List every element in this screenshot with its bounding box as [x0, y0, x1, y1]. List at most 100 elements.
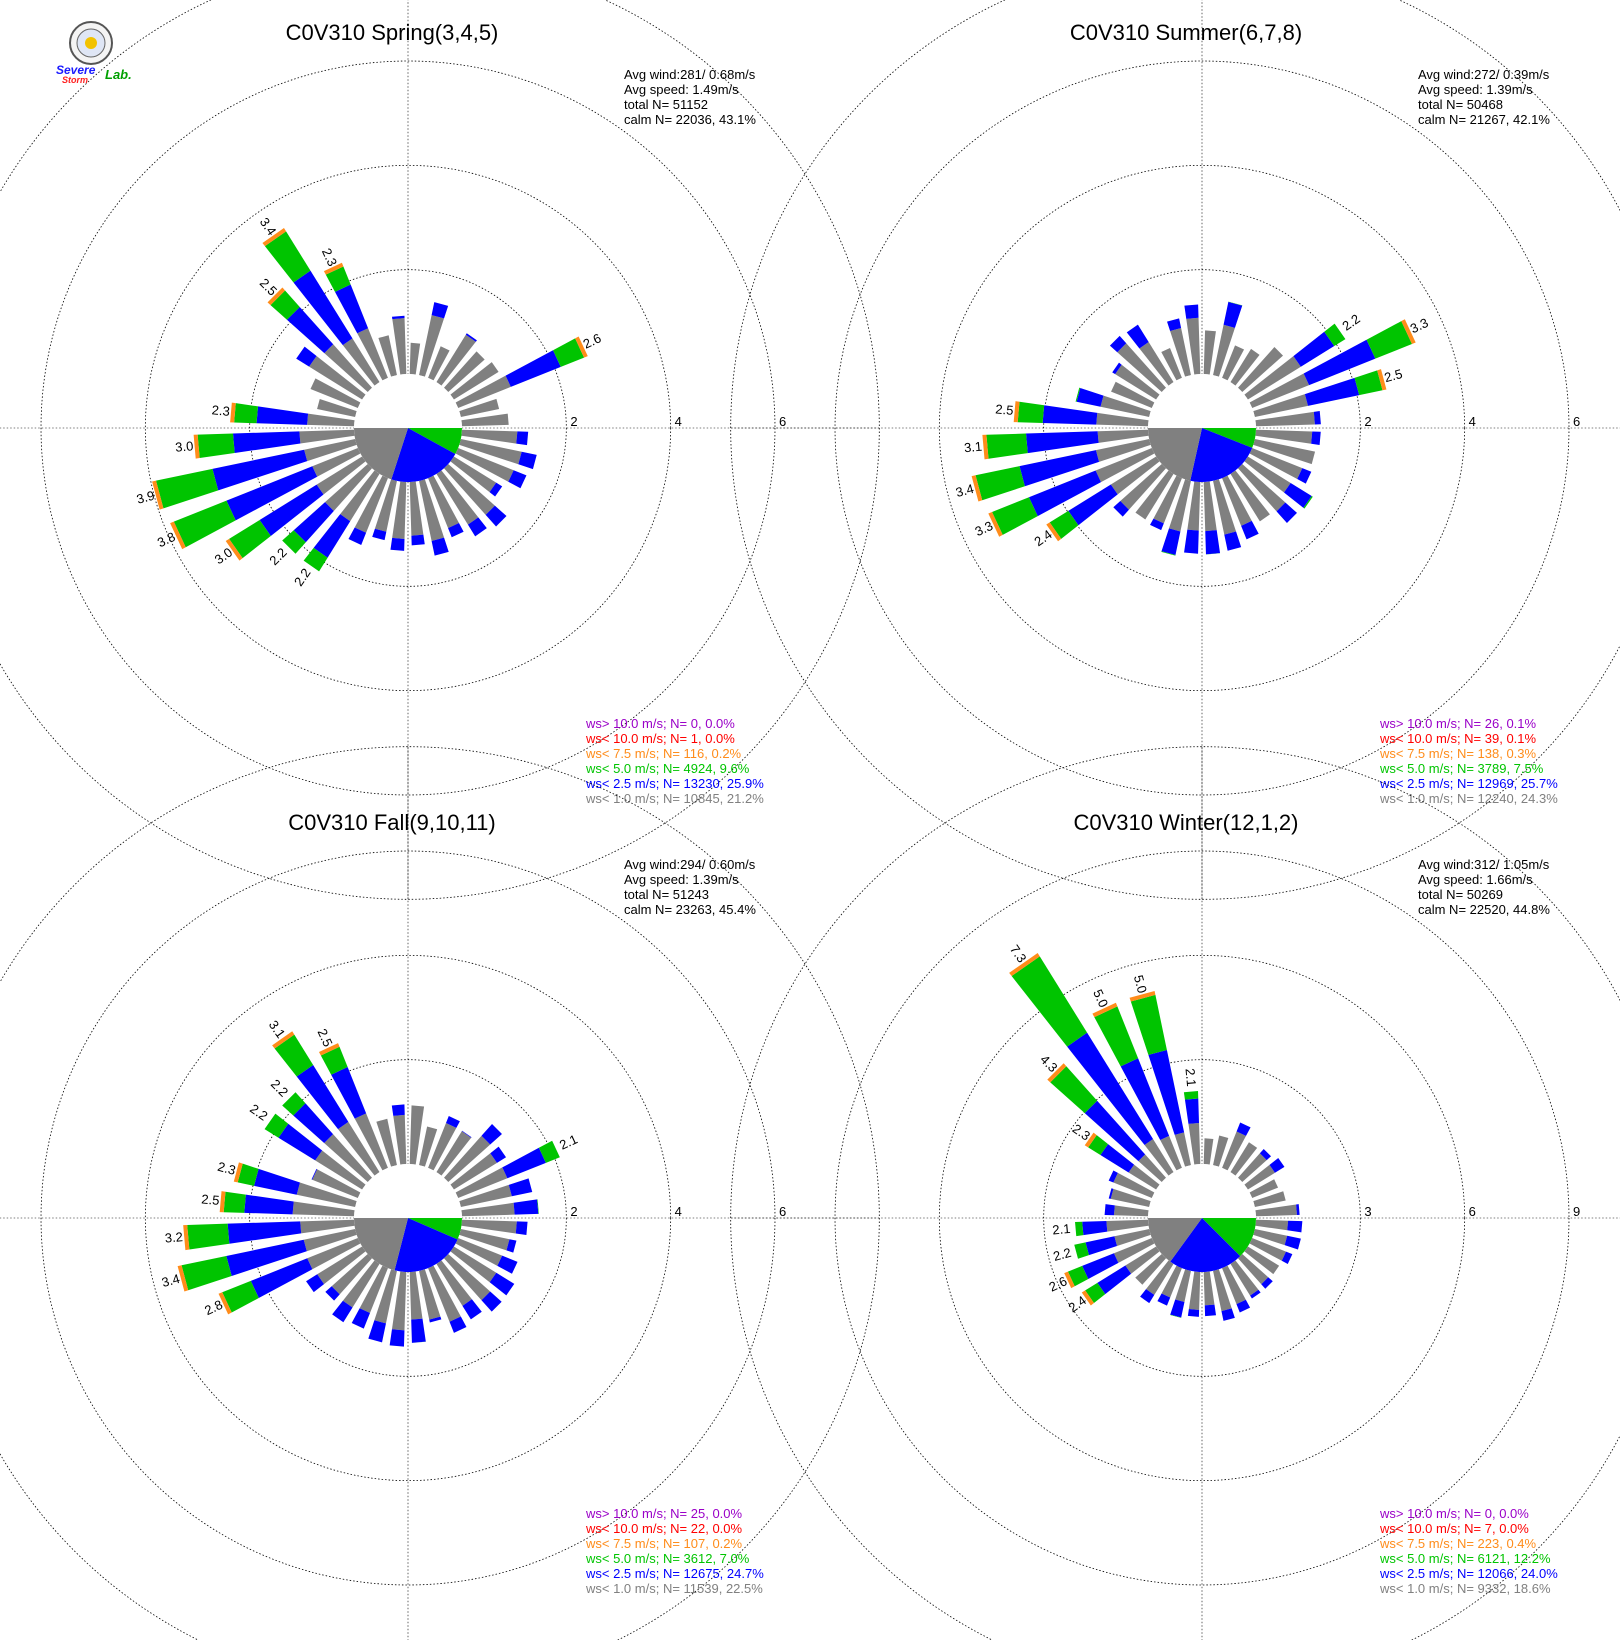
spoke-segment — [409, 1105, 425, 1165]
legend-ws-lt-2-5: ws< 2.5 m/s; N= 13230, 25.9% — [585, 776, 764, 791]
spoke-segment — [1082, 1253, 1119, 1279]
spoke-segment — [428, 1122, 457, 1171]
spoke-segment — [1135, 1253, 1167, 1285]
panel-winter: 2.42.62.22.12.34.37.35.05.02.1 C0V310 Wi… — [730, 746, 1620, 1640]
spoke-segment — [1313, 411, 1321, 425]
spoke-segment — [461, 413, 509, 427]
spoke-segment — [518, 451, 537, 470]
spoke-segment — [1113, 501, 1129, 517]
legend-ws-gt-10: ws> 10.0 m/s; N= 26, 0.1% — [1379, 716, 1537, 731]
spoke-segment — [368, 1320, 386, 1343]
spoke-segment — [1230, 1142, 1258, 1176]
spoke-segment — [1097, 429, 1149, 443]
spoke-segment — [351, 1308, 370, 1329]
spoke-segment — [1303, 339, 1376, 386]
spoke-segment — [1253, 439, 1316, 465]
spoke-segment — [1148, 1049, 1185, 1135]
spoke-segment — [1139, 341, 1174, 386]
grid-ring — [40, 850, 776, 1586]
spoke-segment — [1261, 1277, 1273, 1289]
spoke-segment-orange — [152, 480, 164, 510]
legend-ws-lt-5: ws< 5.0 m/s; N= 3612, 7.0% — [585, 1551, 750, 1566]
spoke-segment-orange — [323, 262, 344, 275]
spoke-segment-orange — [183, 1224, 190, 1251]
spoke-segment — [1184, 1098, 1200, 1124]
spoke-segment — [1170, 327, 1191, 377]
spoke-segment — [1096, 412, 1149, 427]
spoke-segment — [1188, 1123, 1201, 1165]
spoke-segment — [307, 413, 355, 427]
spoke-segment — [244, 1194, 294, 1215]
legend-ws-gt-10: ws> 10.0 m/s; N= 0, 0.0% — [1379, 1506, 1529, 1521]
spoke-segment — [1244, 356, 1301, 400]
spoke-segment — [1303, 496, 1313, 509]
spoke-segment — [1120, 1058, 1170, 1141]
spoke-segment — [1224, 531, 1242, 551]
spoke-segment — [304, 439, 357, 462]
spoke-segment — [223, 1191, 246, 1213]
spoke-segment — [229, 519, 271, 559]
avg-speed-text: Avg speed: 1.39m/s — [1418, 82, 1533, 97]
spoke-segment — [270, 290, 300, 320]
spoke-segment — [1249, 373, 1310, 408]
legend-ws-lt-10: ws< 10.0 m/s; N= 7, 0.0% — [1379, 1521, 1529, 1536]
spoke-segment — [1110, 456, 1160, 495]
spoke-segment — [1174, 1132, 1191, 1167]
spoke-segment-orange — [193, 434, 200, 459]
spoke-segment — [359, 1265, 388, 1314]
spoke-segment — [293, 1103, 334, 1144]
spoke-segment — [1106, 1219, 1149, 1232]
spoke-segment — [286, 306, 334, 354]
avg-speed-text: Avg speed: 1.39m/s — [624, 872, 739, 887]
spoke-segment — [312, 448, 361, 477]
spoke-segment-orange — [1064, 1271, 1075, 1289]
spoke-segment — [317, 1246, 366, 1285]
peak-value-label: 2.2 — [1051, 1245, 1072, 1264]
ring-label-2: 6 — [1469, 1204, 1476, 1219]
peak-value-label: 2.3 — [216, 1159, 237, 1178]
logo-text-storm: Storm — [62, 75, 88, 85]
spoke-segment — [376, 1118, 397, 1167]
spoke-segment — [428, 475, 459, 529]
spoke-segment — [1170, 1314, 1182, 1318]
spoke-segment — [1183, 1091, 1199, 1100]
spoke-segment — [443, 1253, 491, 1301]
spoke-segment — [1237, 346, 1284, 393]
ring-label-2: 4 — [675, 414, 682, 429]
legend-ws-lt-1: ws< 1.0 m/s; N= 12240, 24.3% — [1379, 791, 1558, 806]
spoke-segment — [1296, 1204, 1300, 1216]
spoke-segment — [1203, 481, 1217, 532]
calm-pie-slice — [1202, 1218, 1256, 1257]
spoke-segment — [315, 1150, 366, 1190]
spoke-segment — [1135, 470, 1174, 520]
spoke-segment — [299, 429, 355, 444]
spoke-segment — [459, 1229, 510, 1251]
avg-speed-text: Avg speed: 1.66m/s — [1418, 872, 1533, 887]
ring-label-2: 4 — [1469, 414, 1476, 429]
spoke-segment — [278, 1123, 323, 1161]
spoke-segment-orange — [267, 287, 286, 306]
spoke-segment — [306, 1274, 325, 1293]
spoke-segment — [1222, 1265, 1246, 1305]
panel-title: C0V310 Winter(12,1,2) — [1074, 810, 1299, 835]
legend-ws-lt-5: ws< 5.0 m/s; N= 4924, 9.6% — [585, 761, 750, 776]
peak-value-label: 5.0 — [1090, 987, 1111, 1010]
spoke-segment — [515, 1221, 528, 1236]
spoke-segment — [1157, 1293, 1171, 1306]
spoke-segment — [1161, 1265, 1182, 1298]
spoke-segment — [374, 1269, 397, 1324]
grid-ring — [834, 850, 1570, 1586]
spoke-segment — [1050, 1066, 1098, 1114]
spoke-segment — [443, 351, 485, 393]
total-n-text: total N= 50468 — [1418, 97, 1503, 112]
spoke-segment-orange — [225, 538, 243, 561]
spoke-segment — [537, 1199, 539, 1214]
spoke-segment-orange — [1377, 369, 1387, 391]
spoke-segment — [1167, 318, 1182, 331]
spoke-segment — [1088, 1135, 1109, 1156]
spoke-segment — [1255, 429, 1313, 444]
peak-value-label: 5.0 — [1131, 973, 1150, 994]
peak-value-label: 2.2 — [266, 545, 289, 568]
spoke-segment — [429, 1316, 442, 1323]
spoke-segment — [1187, 481, 1201, 531]
